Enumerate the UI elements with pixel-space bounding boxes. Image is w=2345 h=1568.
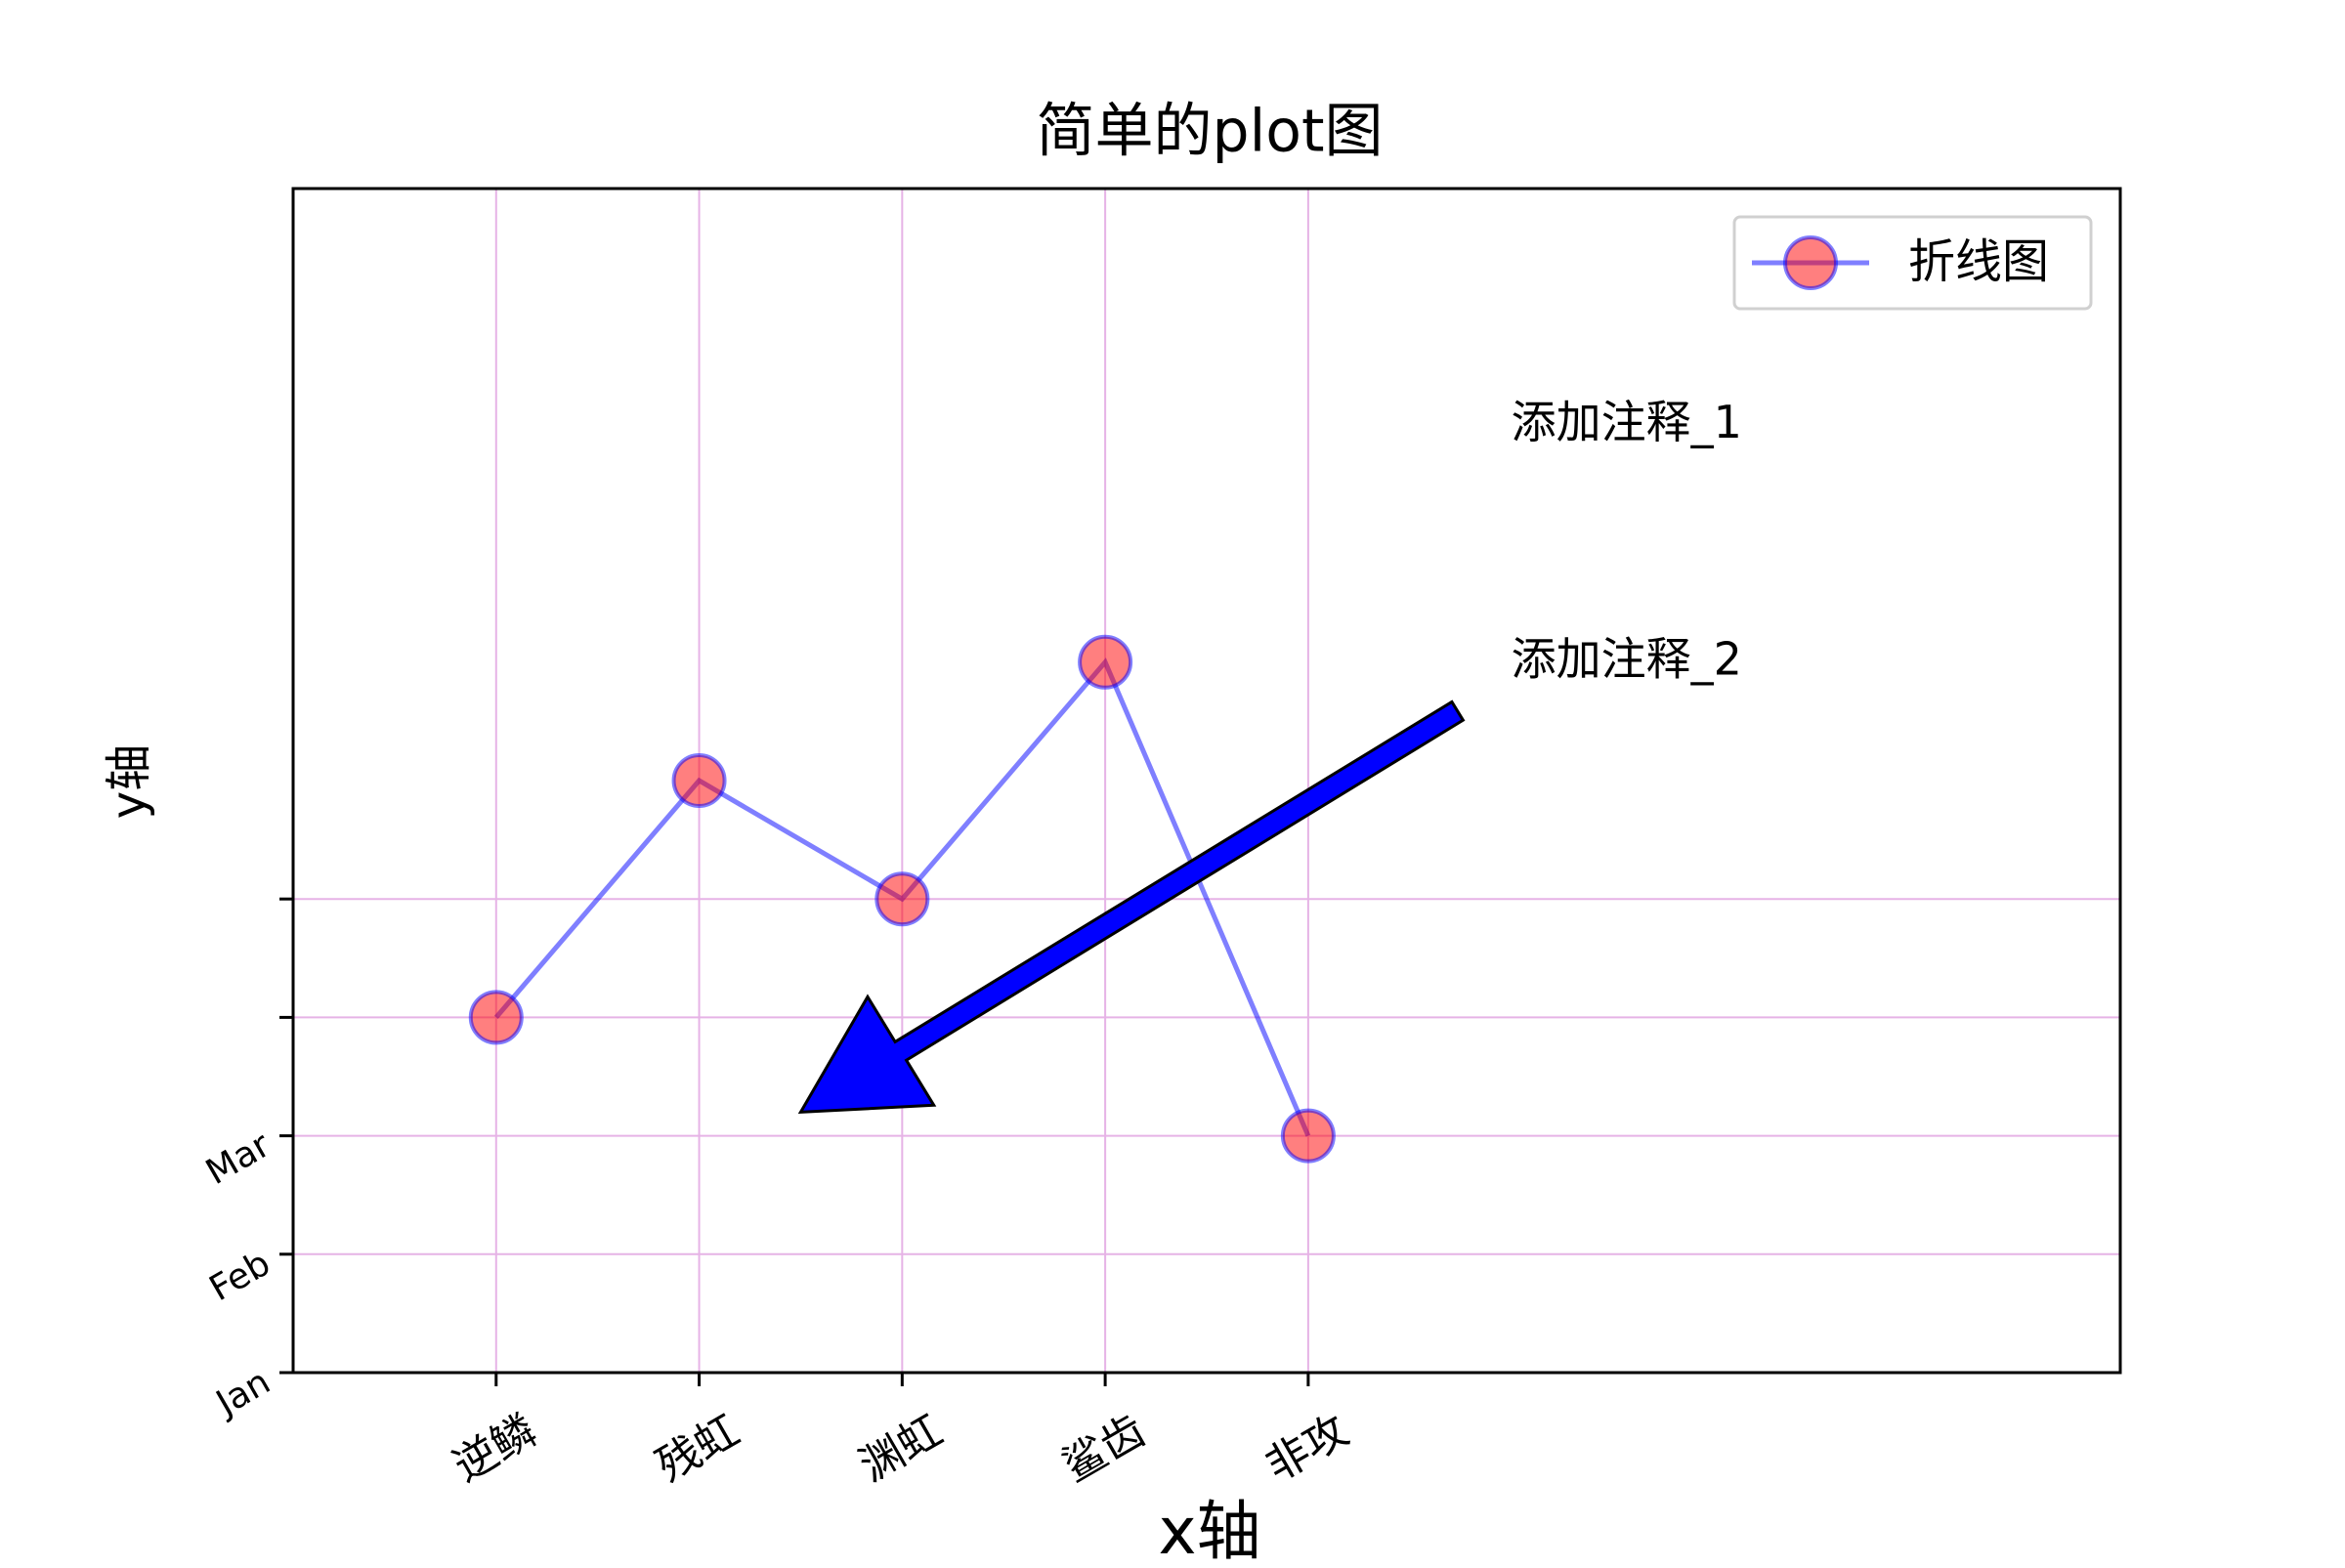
x-tick-label: 残虹 — [648, 1406, 747, 1492]
y-tick-label: Feb — [203, 1244, 277, 1309]
legend: 折线图 — [1732, 215, 2093, 311]
x-tick-label: 非攻 — [1258, 1406, 1357, 1492]
y-axis-ticks: Jan Feb Mar — [199, 897, 293, 1424]
data-point — [671, 753, 727, 808]
annotation-text: 添加注释_1 — [1512, 396, 1742, 448]
chart-title: 简单的plot图 — [1037, 98, 1384, 166]
data-point — [1280, 1108, 1336, 1164]
annotation-text: 添加注释_2 — [1512, 632, 1742, 685]
x-tick-label: 鲨齿 — [1054, 1406, 1154, 1492]
plot-area-frame — [291, 187, 2122, 1375]
y-axis-label: y轴 — [102, 744, 156, 819]
x-axis-label: x轴 — [1158, 1494, 1260, 1563]
y-tick-label: Jan — [208, 1362, 277, 1424]
legend-label: 折线图 — [1908, 234, 2049, 289]
y-tick-label: Mar — [199, 1124, 277, 1193]
annotation-arrow — [797, 699, 1466, 1115]
data-point — [1078, 634, 1133, 690]
x-tick-label: 逆鳞 — [446, 1406, 545, 1492]
data-point — [874, 871, 930, 927]
x-axis-ticks: 逆鳞 残虹 渊虹 鲨齿 非攻 — [446, 1373, 1357, 1492]
x-tick-label: 渊虹 — [851, 1406, 951, 1492]
grid-lines — [293, 189, 2120, 1373]
data-point — [468, 990, 524, 1045]
legend-marker-swatch — [1783, 235, 1838, 290]
